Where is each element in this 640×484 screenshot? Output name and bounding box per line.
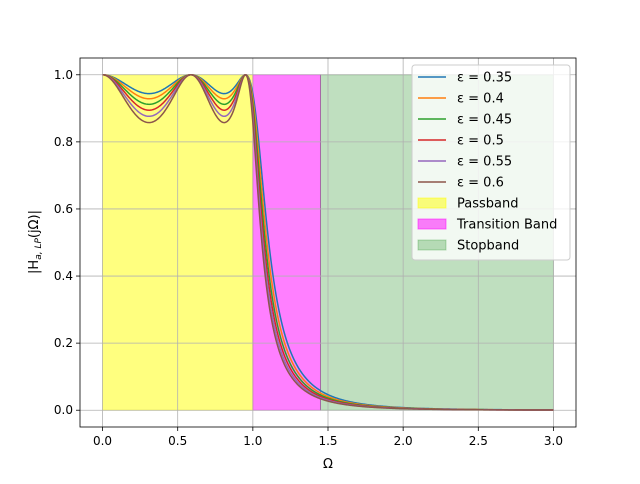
y-tick-label: 0.8	[54, 135, 73, 149]
legend-label-series: ε = 0.6	[457, 176, 504, 191]
y-tick-label: 0.4	[54, 269, 73, 283]
legend-label-band: Stopband	[457, 239, 519, 254]
legend-label-series: ε = 0.5	[457, 134, 504, 149]
legend-label-band: Transition Band	[456, 218, 557, 233]
y-axis-label-main: |H	[27, 260, 42, 274]
legend-label-series: ε = 0.45	[457, 113, 512, 128]
legend-label-band: Passband	[457, 197, 518, 212]
x-axis-label: Ω	[323, 457, 333, 472]
x-tick-label: 3.0	[544, 434, 563, 448]
x-tick-label: 1.5	[318, 434, 337, 448]
y-axis-label-subscript: a, LP	[34, 238, 44, 260]
legend-label-series: ε = 0.4	[457, 92, 504, 107]
y-tick-label: 0.0	[54, 403, 73, 417]
x-tick-label: 1.0	[243, 434, 262, 448]
y-tick-label: 0.6	[54, 202, 73, 216]
y-axis-label: |Ha, LP(jΩ)|	[27, 210, 44, 274]
x-tick-label: 2.5	[469, 434, 488, 448]
series-layer	[102, 73, 554, 411]
axes-layer: 0.0 0.5 1.0 1.5 2.0 2.5 3.0 0.0 0.2 0.4 0.6 0.8 1.0	[54, 68, 563, 448]
legend-swatch-band	[417, 239, 447, 251]
y-axis-label-tail: (jΩ)|	[27, 210, 42, 238]
y-tick-label: 0.2	[54, 336, 73, 350]
legend-label-series: ε = 0.35	[457, 71, 512, 86]
y-tick-label: 1.0	[54, 68, 73, 82]
legend-swatch-band	[417, 218, 447, 230]
x-tick-label: 0.0	[93, 434, 112, 448]
legend: ε = 0.35 ε = 0.4 ε = 0.45 ε = 0.5 ε = 0.55 ε …	[411, 64, 571, 261]
x-tick-label: 2.0	[394, 434, 413, 448]
legend-box	[411, 64, 571, 261]
x-tick-label: 0.5	[168, 434, 187, 448]
series-line-6	[102, 73, 554, 411]
legend-swatch-band	[417, 197, 447, 209]
legend-label-series: ε = 0.55	[457, 155, 512, 170]
